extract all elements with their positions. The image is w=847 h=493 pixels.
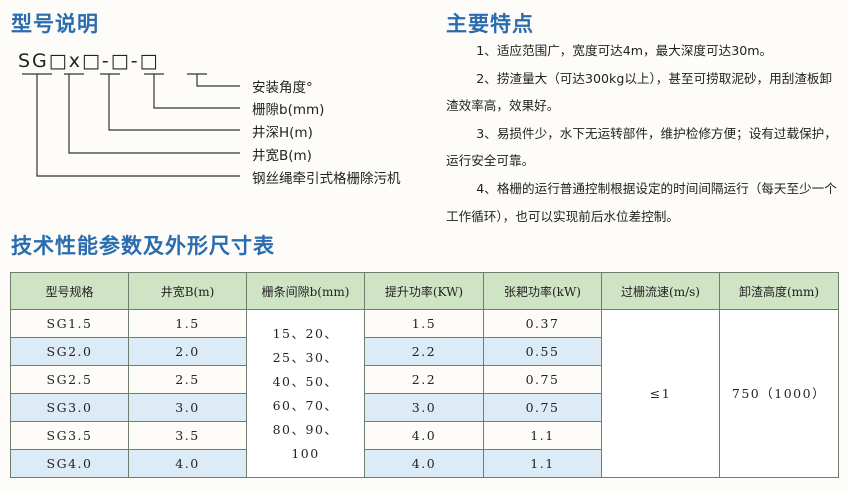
col-discharge-height: 卸渣高度(mm): [719, 272, 839, 310]
label-gap: 栅隙b(mm): [252, 102, 325, 118]
leader-line: [68, 74, 240, 154]
table-title: 技术性能参数及外形尺寸表: [11, 234, 275, 258]
cell-width: 4.0: [128, 449, 247, 478]
cell-lift-power: 3.0: [364, 393, 484, 422]
col-speed: 过栅流速(m/s): [601, 272, 720, 310]
cell-lift-power: 2.2: [364, 337, 484, 366]
table-row: SG1.5 1.5 15、20、25、30、40、50、60、70、80、90、10…: [10, 309, 839, 478]
label-width: 井宽B(m): [252, 148, 312, 164]
cell-rake-power: 0.55: [483, 337, 602, 366]
features-list: 1、适应范围广，宽度可达4m，最大深度可达30m。 2、捞渣量大（可达300kg…: [446, 37, 838, 230]
cell-model: SG1.5: [10, 309, 129, 338]
label-angle: 安装角度°: [252, 80, 313, 96]
cell-model: SG3.0: [10, 393, 129, 422]
cell-rake-power: 1.1: [483, 421, 602, 450]
spec-table: 型号规格 井宽B(m) 栅条间隙b(mm) 提升功率(KW) 张耙功率(kW) …: [10, 272, 839, 478]
feature-item: 1、适应范围广，宽度可达4m，最大深度可达30m。: [476, 43, 773, 58]
leader-line: [153, 74, 240, 109]
table-row: SG4.0 4.0 4.0 1.1: [10, 449, 839, 478]
feature-item: 2、捞渣量大（可达300kg以上），甚至可捞取泥砂，用刮渣板卸渣效率高，效果好。: [446, 70, 833, 114]
label-depth: 井深H(m): [252, 125, 313, 141]
table-row: SG3.0 3.0 3.0 0.75: [10, 393, 839, 422]
cell-width: 2.0: [128, 337, 247, 366]
cell-width: 3.5: [128, 421, 247, 450]
model-diagram: [22, 73, 240, 177]
col-rake-power: 张耙功率(kW): [483, 272, 602, 310]
cell-rake-power: 1.1: [483, 449, 602, 478]
table-row: SG2.0 2.0 2.2 0.55: [10, 337, 839, 366]
feature-item: 3、易损件少，水下无运转部件，维护检修方便；设有过载保护，运行安全可靠。: [446, 125, 837, 169]
cell-width: 1.5: [128, 309, 247, 338]
cell-model: SG2.0: [10, 337, 129, 366]
col-gap: 栅条间隙b(mm): [246, 272, 365, 310]
cell-lift-power: 1.5: [364, 309, 484, 338]
col-lift-power: 提升功率(KW): [364, 272, 484, 310]
cell-rake-power: 0.75: [483, 393, 602, 422]
cell-rake-power: 0.75: [483, 365, 602, 394]
cell-width: 2.5: [128, 365, 247, 394]
cell-gap: 15、20、25、30、40、50、60、70、80、90、100: [246, 309, 365, 478]
label-name: 钢丝绳牵引式格栅除污机: [252, 171, 401, 187]
cell-discharge-height: 750（1000）: [719, 309, 839, 478]
leader-line: [196, 74, 240, 87]
cell-lift-power: 2.2: [364, 365, 484, 394]
col-model: 型号规格: [10, 272, 129, 310]
cell-rake-power: 0.37: [483, 309, 602, 338]
cell-speed: ≤1: [601, 309, 720, 478]
cell-model: SG3.5: [10, 421, 129, 450]
model-code: SG□x□-□-□: [18, 50, 160, 72]
table-row: SG2.5 2.5 2.2 0.75: [10, 365, 839, 394]
cell-width: 3.0: [128, 393, 247, 422]
cell-model: SG2.5: [10, 365, 129, 394]
cell-model: SG4.0: [10, 449, 129, 478]
col-width: 井宽B(m): [128, 272, 247, 310]
cell-lift-power: 4.0: [364, 449, 484, 478]
leader-line: [108, 74, 240, 131]
feature-item: 4、格栅的运行普通控制根据设定的时间间隔运行（每天至少一个工作循环），也可以实现…: [446, 180, 837, 224]
cell-lift-power: 4.0: [364, 421, 484, 450]
model-title: 型号说明: [11, 12, 99, 36]
features-title: 主要特点: [446, 12, 534, 36]
leader-line: [36, 74, 240, 177]
